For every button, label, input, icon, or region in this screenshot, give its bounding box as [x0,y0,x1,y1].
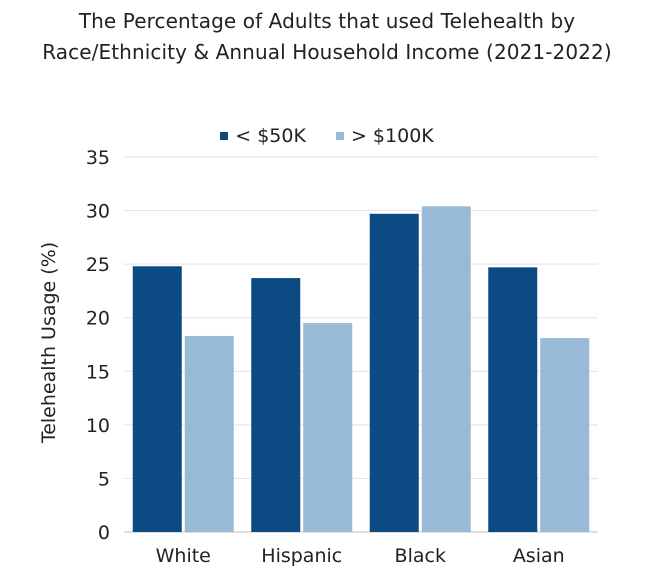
bar-white-series-1 [132,266,182,532]
bar-black-series-1 [369,213,419,533]
bar-black-series-2 [421,206,471,533]
y-tick-label: 15 [86,361,110,383]
y-tick-label: 35 [86,147,110,169]
y-tick-label: 5 [98,468,110,490]
x-tick-label: White [156,545,211,566]
chart-title-line-1: The Percentage of Adults that used Teleh… [78,9,576,33]
bar-asian-series-1 [488,267,538,532]
chart-legend: < $50K > $100K [0,121,654,149]
x-tick-label: Hispanic [261,545,342,566]
y-axis-label: Telehealth Usage (%) [38,242,60,444]
legend-swatch-under-50k [220,132,229,140]
legend-label-under-50k: < $50K [235,125,306,147]
y-tick-label: 10 [86,415,110,437]
x-tick-label: Asian [513,545,565,566]
legend-swatch-over-100k [335,132,344,140]
legend-label-over-100k: > $100K [350,125,434,147]
legend-item-under-50k: < $50K [220,123,306,149]
chart-title-line-2: Race/Ethnicity & Annual Household Income… [42,40,612,64]
y-tick-label: 0 [98,522,110,544]
y-tick-label: 20 [86,308,110,330]
bar-hispanic-series-1 [251,278,301,532]
bar-asian-series-2 [540,338,590,532]
y-tick-label: 25 [86,254,110,276]
x-tick-label: Black [395,545,446,566]
bar-hispanic-series-2 [303,323,353,532]
y-tick-label: 30 [86,201,110,223]
bar-white-series-2 [184,335,234,532]
chart-title: The Percentage of Adults that used Teleh… [0,6,654,68]
legend-item-over-100k: > $100K [335,123,434,149]
